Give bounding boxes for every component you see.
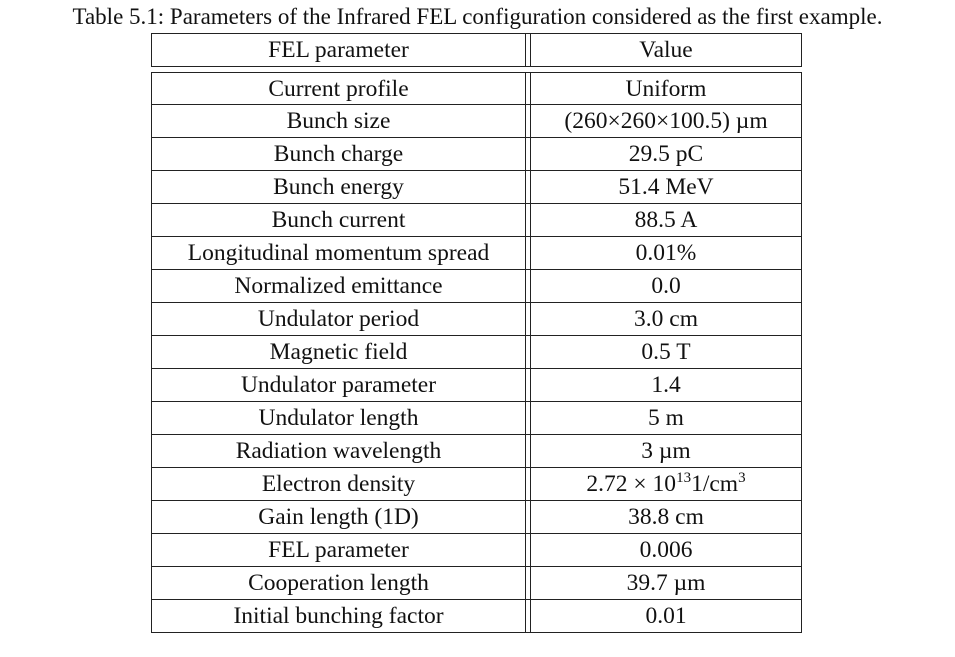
value-cell: 0.006 <box>531 534 802 567</box>
parameter-cell: Cooperation length <box>151 567 525 600</box>
column-divider <box>525 303 531 336</box>
table-row: Longitudinal momentum spread 0.01% <box>151 237 802 270</box>
value-exponent: 13 <box>676 470 692 486</box>
parameter-cell: Radiation wavelength <box>151 435 525 468</box>
value-cell: 0.0 <box>531 270 802 303</box>
value-cell: 38.8 cm <box>531 501 802 534</box>
column-divider <box>525 270 531 303</box>
table-row: Bunch current 88.5 A <box>151 204 802 237</box>
table-row: Bunch size (260×260×100.5) µm <box>151 105 802 138</box>
value-cell: 29.5 pC <box>531 138 802 171</box>
parameter-cell: Current profile <box>151 72 525 105</box>
column-divider <box>525 501 531 534</box>
table-header-row: FEL parameter Value <box>151 33 802 67</box>
table-row: FEL parameter 0.006 <box>151 534 802 567</box>
parameter-cell: Initial bunching factor <box>151 600 525 633</box>
parameter-cell: Bunch size <box>151 105 525 138</box>
column-divider <box>525 204 531 237</box>
column-divider <box>525 567 531 600</box>
value-cell: 0.01% <box>531 237 802 270</box>
column-divider <box>525 534 531 567</box>
column-divider <box>525 600 531 633</box>
value-cell: 88.5 A <box>531 204 802 237</box>
column-divider <box>525 237 531 270</box>
value-cell: 51.4 MeV <box>531 171 802 204</box>
table-row: Bunch energy 51.4 MeV <box>151 171 802 204</box>
parameter-cell: Undulator length <box>151 402 525 435</box>
table-row: Undulator length 5 m <box>151 402 802 435</box>
value-cell: (260×260×100.5) µm <box>531 105 802 138</box>
table-row: Radiation wavelength 3 µm <box>151 435 802 468</box>
value-cell: Uniform <box>531 72 802 105</box>
value-cell: 1.4 <box>531 369 802 402</box>
value-unit-exponent: 3 <box>738 470 746 486</box>
parameter-table: FEL parameter Value Current profile Unifo… <box>151 33 802 633</box>
parameter-cell: Undulator parameter <box>151 369 525 402</box>
value-cell: 5 m <box>531 402 802 435</box>
parameter-cell: Normalized emittance <box>151 270 525 303</box>
table-row: Undulator period 3.0 cm <box>151 303 802 336</box>
table-row: Electron density 2.72 × 10131/cm3 <box>151 468 802 501</box>
column-divider <box>525 369 531 402</box>
value-cell: 2.72 × 10131/cm3 <box>531 468 802 501</box>
table-row: Initial bunching factor 0.01 <box>151 600 802 633</box>
column-divider <box>525 336 531 369</box>
parameter-cell: Gain length (1D) <box>151 501 525 534</box>
table-row: Cooperation length 39.7 µm <box>151 567 802 600</box>
value-unit: 1/cm <box>691 471 739 497</box>
table-row: Magnetic field 0.5 T <box>151 336 802 369</box>
parameter-cell: Electron density <box>151 468 525 501</box>
value-cell: 3 µm <box>531 435 802 468</box>
value-cell: 0.5 T <box>531 336 802 369</box>
parameter-cell: Bunch charge <box>151 138 525 171</box>
parameter-cell: FEL parameter <box>151 534 525 567</box>
header-value: Value <box>531 33 802 67</box>
table-row: Undulator parameter 1.4 <box>151 369 802 402</box>
table-row: Normalized emittance 0.0 <box>151 270 802 303</box>
header-parameter: FEL parameter <box>151 33 525 67</box>
table-row: Gain length (1D) 38.8 cm <box>151 501 802 534</box>
column-divider <box>525 435 531 468</box>
parameter-cell: Longitudinal momentum spread <box>151 237 525 270</box>
value-cell: 3.0 cm <box>531 303 802 336</box>
column-divider <box>525 105 531 138</box>
table-caption: Table 5.1: Parameters of the Infrared FE… <box>72 4 883 29</box>
column-divider <box>525 138 531 171</box>
parameter-cell: Bunch current <box>151 204 525 237</box>
column-divider <box>525 72 531 105</box>
column-divider <box>525 468 531 501</box>
parameter-cell: Magnetic field <box>151 336 525 369</box>
column-divider <box>525 171 531 204</box>
table-row: Current profile Uniform <box>151 72 802 105</box>
column-divider <box>525 402 531 435</box>
parameter-cell: Undulator period <box>151 303 525 336</box>
column-divider <box>525 33 531 67</box>
value-cell: 39.7 µm <box>531 567 802 600</box>
value-base: 2.72 × 10 <box>586 471 677 497</box>
parameter-cell: Bunch energy <box>151 171 525 204</box>
table-row: Bunch charge 29.5 pC <box>151 138 802 171</box>
table-body: Current profile Uniform Bunch size (260×260… <box>151 72 802 633</box>
value-cell: 0.01 <box>531 600 802 633</box>
